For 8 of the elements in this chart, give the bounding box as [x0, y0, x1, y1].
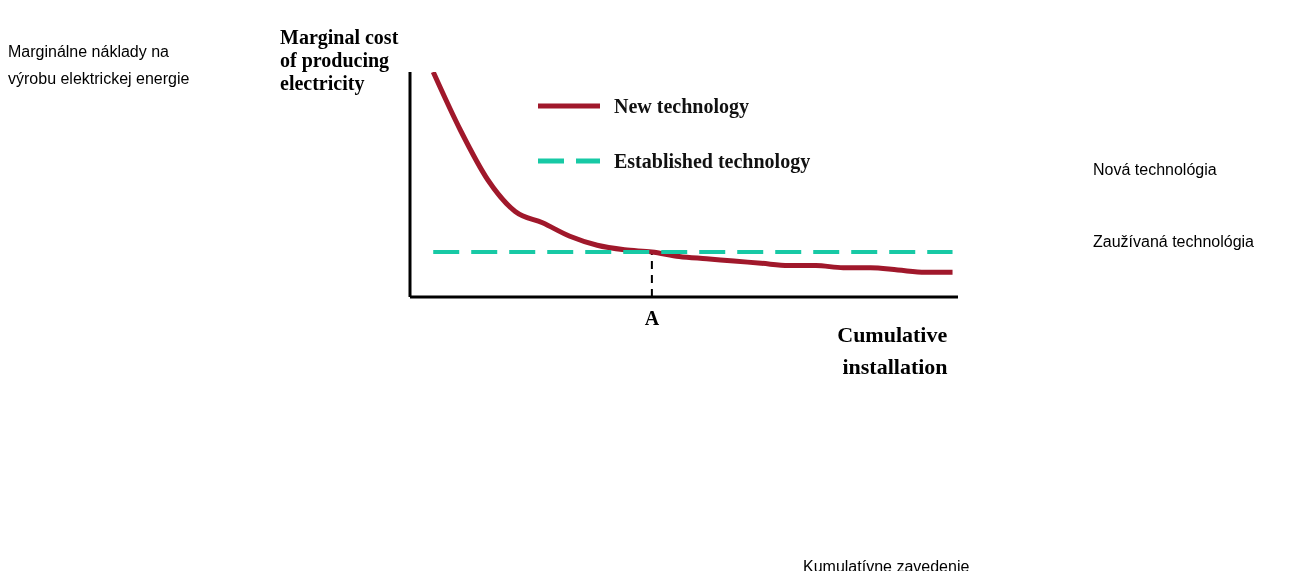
- x-axis-title: Cumulative installation: [837, 322, 953, 379]
- text: Zaužívaná technológia: [1093, 232, 1255, 252]
- legend-label: New technology: [614, 93, 749, 120]
- text: A: [644, 307, 660, 330]
- y-axis-title: Marginal cost of producing electricity: [280, 26, 400, 95]
- text: Nová technológia: [1093, 160, 1218, 180]
- text: Marginálne náklady na výrobu elektrickej energie: [8, 42, 191, 89]
- legend-label: Established technology: [614, 148, 811, 175]
